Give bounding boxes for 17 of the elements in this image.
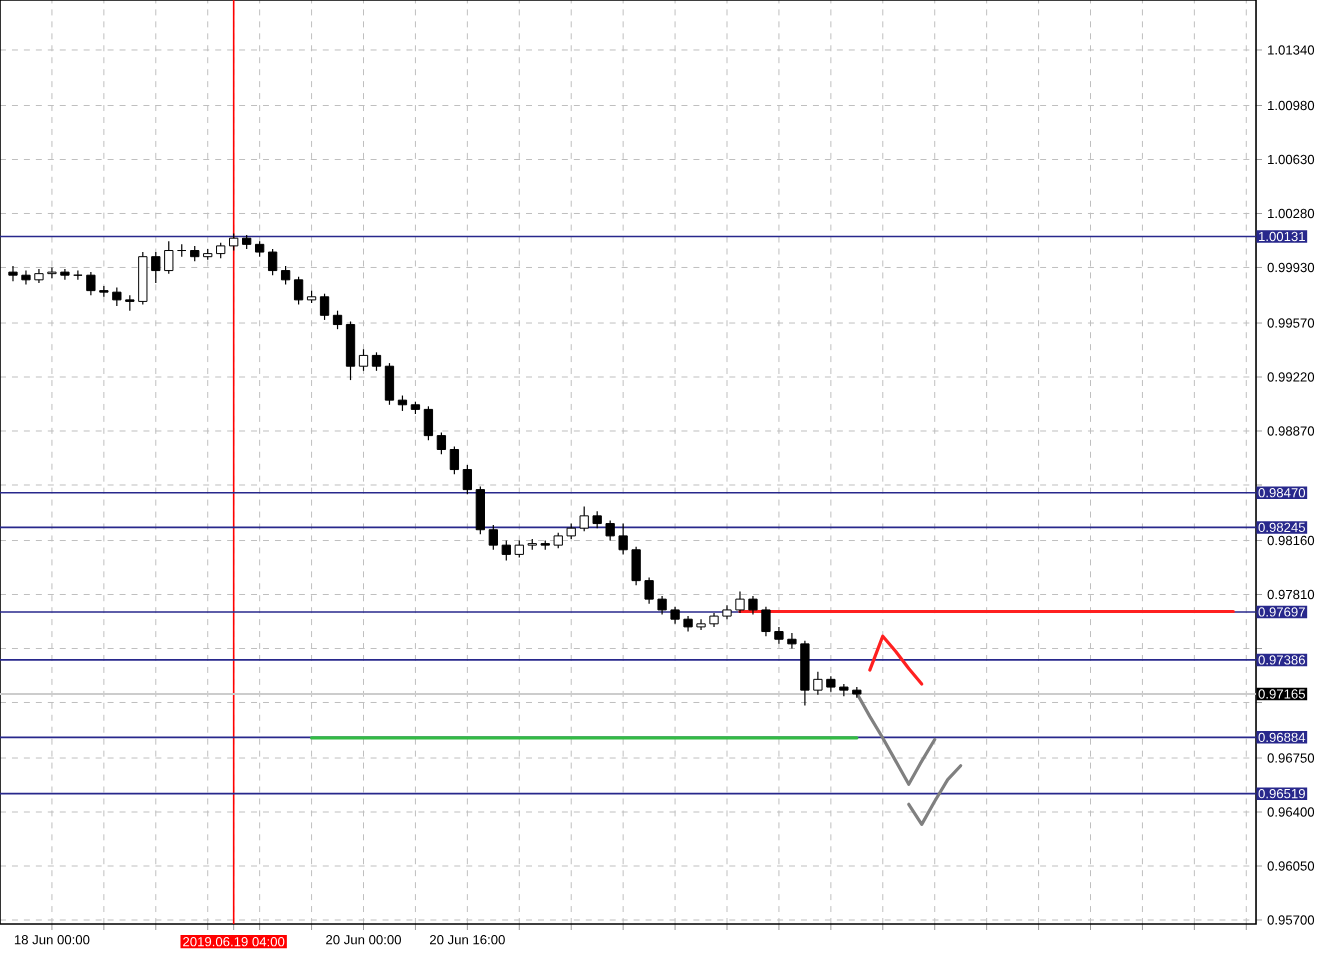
candlestick bbox=[319, 293, 330, 321]
line-series bbox=[855, 691, 937, 786]
candlestick bbox=[267, 248, 278, 276]
candlestick bbox=[332, 310, 343, 330]
candlestick bbox=[293, 276, 304, 306]
line-series bbox=[868, 634, 924, 686]
candlestick bbox=[358, 348, 369, 372]
candlestick bbox=[449, 445, 460, 475]
candlestick bbox=[280, 265, 291, 286]
candlestick bbox=[423, 405, 434, 441]
candlestick bbox=[436, 431, 447, 455]
candlestick bbox=[345, 320, 356, 381]
line-series bbox=[907, 764, 963, 826]
candlestick bbox=[462, 464, 473, 495]
candlestick bbox=[475, 485, 485, 535]
candlestick bbox=[384, 362, 395, 406]
candlestick bbox=[371, 351, 382, 372]
